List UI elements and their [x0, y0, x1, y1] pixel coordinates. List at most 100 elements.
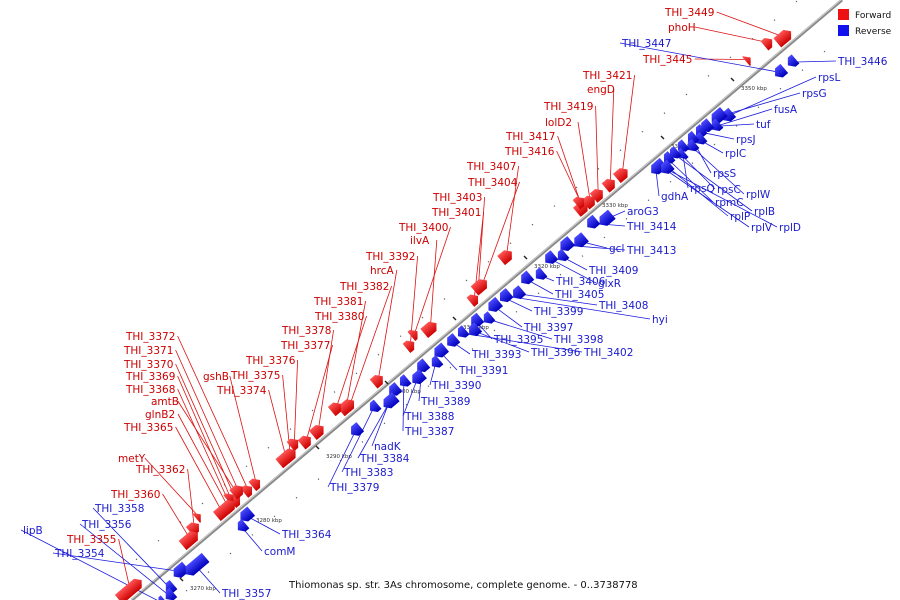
- forward-gene-label[interactable]: THI_3445: [642, 54, 692, 66]
- forward-gene-label[interactable]: glnB2: [145, 409, 175, 421]
- reverse-gene-label[interactable]: THI_3408: [598, 300, 648, 312]
- reverse-gene-label[interactable]: THI_3413: [626, 245, 676, 257]
- forward-gene-label[interactable]: hrcA: [370, 265, 395, 277]
- reverse-gene-label[interactable]: THI_3446: [837, 56, 888, 68]
- forward-gene-thi-3421[interactable]: [612, 165, 631, 184]
- forward-gene-label[interactable]: THI_3407: [466, 161, 516, 173]
- reverse-gene-label[interactable]: THI_3414: [626, 221, 677, 233]
- forward-gene-thi-3392[interactable]: [402, 337, 418, 353]
- reverse-gene-thi-3384[interactable]: [380, 392, 400, 411]
- forward-gene-thi-3407[interactable]: [497, 247, 515, 266]
- forward-gene-engd[interactable]: [601, 176, 619, 193]
- reverse-gene-label[interactable]: THI_3393: [471, 349, 521, 361]
- reverse-gene-label[interactable]: THI_3396: [530, 347, 581, 359]
- forward-gene-label[interactable]: THI_3368: [125, 384, 175, 396]
- reverse-gene-label[interactable]: THI_3409: [588, 265, 638, 277]
- reverse-gene-label[interactable]: gdhA: [661, 191, 689, 203]
- forward-gene-phoh[interactable]: [760, 35, 776, 51]
- forward-gene-label[interactable]: THI_3382: [339, 281, 389, 293]
- reverse-gene-label[interactable]: THI_3395: [493, 334, 543, 346]
- forward-gene-label[interactable]: THI_3376: [245, 355, 296, 367]
- reverse-gene-label[interactable]: rplV: [751, 222, 773, 234]
- forward-gene-thi-3365[interactable]: [212, 503, 231, 522]
- reverse-gene-thi-3408[interactable]: [509, 285, 527, 302]
- forward-gene-hrca[interactable]: [369, 372, 387, 389]
- forward-gene-thi-3416[interactable]: [572, 194, 588, 210]
- reverse-gene-label[interactable]: rpmC: [715, 197, 744, 209]
- reverse-gene-tuf[interactable]: [697, 118, 715, 135]
- reverse-gene-rplb[interactable]: [666, 146, 682, 162]
- reverse-gene-label[interactable]: THI_3354: [54, 548, 105, 560]
- reverse-gene-thi-3393[interactable]: [443, 333, 461, 350]
- reverse-gene-thi-3389[interactable]: [413, 358, 431, 375]
- reverse-gene-label[interactable]: rplP: [730, 211, 750, 223]
- forward-gene-thi-3401[interactable]: [466, 291, 481, 307]
- reverse-gene-thi-3405[interactable]: [517, 270, 535, 288]
- reverse-gene-rpld[interactable]: [657, 160, 675, 177]
- forward-gene-gshb[interactable]: [248, 475, 263, 492]
- reverse-gene-label[interactable]: comM: [264, 546, 296, 558]
- forward-gene-label[interactable]: THI_3365: [123, 422, 173, 434]
- reverse-gene-label[interactable]: rplB: [754, 206, 775, 218]
- forward-gene-thi-3449[interactable]: [773, 27, 794, 48]
- gene-glyphs[interactable]: [114, 27, 800, 600]
- forward-gene-thi-3376[interactable]: [286, 435, 302, 452]
- reverse-gene-label[interactable]: rplD: [779, 222, 801, 234]
- reverse-gene-label[interactable]: rpsL: [818, 72, 840, 84]
- reverse-gene-label[interactable]: THI_3356: [81, 519, 132, 531]
- reverse-gene-label[interactable]: tuf: [756, 119, 771, 131]
- forward-gene-thi-3372[interactable]: [240, 482, 255, 498]
- reverse-gene-label[interactable]: nadK: [374, 441, 402, 453]
- forward-gene-label[interactable]: THI_3381: [313, 296, 363, 308]
- forward-gene-label[interactable]: THI_3362: [135, 464, 185, 476]
- forward-gene-label[interactable]: THI_3416: [504, 146, 555, 158]
- reverse-gene-thi-3414[interactable]: [583, 214, 601, 232]
- reverse-gene-rplw[interactable]: [684, 138, 700, 155]
- reverse-gene-label[interactable]: THI_3390: [431, 380, 481, 392]
- forward-gene-label[interactable]: THI_3403: [432, 192, 482, 204]
- forward-gene-thi-3403[interactable]: [470, 280, 486, 296]
- reverse-gene-fusa[interactable]: [708, 118, 724, 135]
- reverse-gene-label[interactable]: rpsG: [802, 88, 827, 100]
- forward-gene-label[interactable]: ilvA: [410, 235, 430, 247]
- forward-gene-ilva[interactable]: [420, 319, 440, 339]
- reverse-gene-thi-3396[interactable]: [465, 322, 483, 339]
- reverse-gene-label[interactable]: THI_3391: [458, 365, 508, 377]
- forward-gene-label[interactable]: engD: [587, 84, 615, 96]
- forward-gene-thi-3419[interactable]: [589, 186, 607, 203]
- forward-gene-label[interactable]: THI_3400: [398, 222, 448, 234]
- reverse-gene-thi-3397[interactable]: [485, 296, 504, 315]
- reverse-gene-label[interactable]: aroG3: [627, 206, 659, 218]
- reverse-gene-thi-3390[interactable]: [428, 355, 444, 371]
- reverse-gene-thi-3387[interactable]: [396, 374, 412, 390]
- reverse-gene-label[interactable]: rplW: [746, 189, 771, 201]
- reverse-gene-label[interactable]: THI_3389: [420, 396, 470, 408]
- forward-gene-label[interactable]: THI_3419: [543, 101, 593, 113]
- forward-gene-label[interactable]: THI_3401: [431, 207, 481, 219]
- forward-gene-label[interactable]: THI_3374: [216, 385, 267, 397]
- forward-gene-label[interactable]: THI_3404: [467, 177, 518, 189]
- reverse-gene-label[interactable]: hyi: [652, 314, 668, 326]
- forward-gene-label[interactable]: THI_3380: [314, 311, 364, 323]
- reverse-gene-label[interactable]: THI_3447: [621, 38, 671, 50]
- reverse-gene-thi-3388[interactable]: [408, 369, 427, 387]
- forward-gene-label[interactable]: THI_3355: [66, 534, 116, 546]
- reverse-gene-lipb[interactable]: [155, 595, 169, 600]
- reverse-gene-label[interactable]: THI_3383: [343, 467, 393, 479]
- forward-gene-thi-3355[interactable]: [114, 575, 146, 600]
- forward-gene-lold2[interactable]: [581, 193, 599, 210]
- forward-gene-label[interactable]: THI_3417: [505, 131, 555, 143]
- reverse-gene-thi-3379[interactable]: [347, 422, 365, 439]
- reverse-gene-label[interactable]: THI_3357: [221, 588, 271, 600]
- reverse-gene-label[interactable]: glxR: [598, 278, 621, 290]
- forward-gene-label[interactable]: phoH: [668, 22, 696, 34]
- forward-gene-label[interactable]: amtB: [151, 396, 179, 408]
- reverse-gene-thi-3356[interactable]: [162, 587, 178, 600]
- reverse-gene-label[interactable]: THI_3397: [523, 322, 573, 334]
- reverse-gene-label[interactable]: THI_3406: [555, 276, 606, 288]
- forward-gene-thi-3380[interactable]: [327, 399, 345, 417]
- reverse-gene-label[interactable]: THI_3405: [554, 289, 604, 301]
- reverse-gene-thi-3402[interactable]: [454, 325, 470, 341]
- forward-gene-label[interactable]: THI_3377: [280, 340, 330, 352]
- reverse-gene-thi-3383[interactable]: [366, 399, 382, 416]
